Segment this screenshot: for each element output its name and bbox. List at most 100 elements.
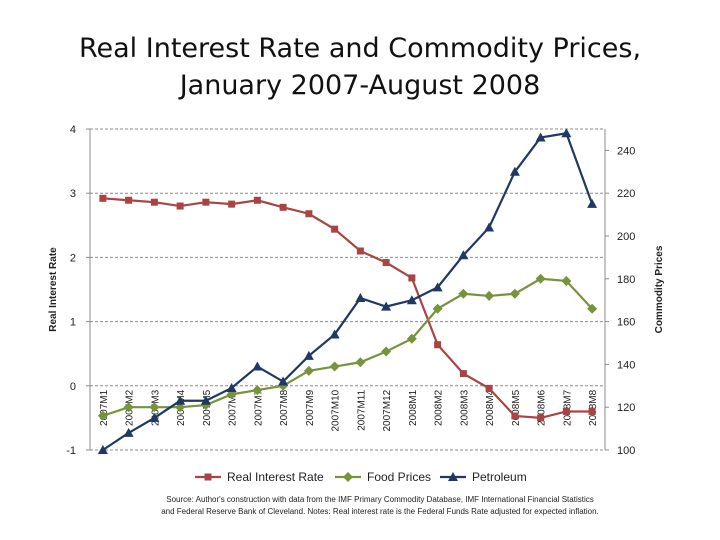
data-point [485, 384, 493, 392]
data-point [484, 222, 495, 232]
data-point [587, 198, 598, 208]
x-tick-label: 2008M5 [511, 389, 522, 426]
legend-item: Petroleum [440, 470, 527, 484]
data-point [252, 361, 263, 371]
legend-item: Real Interest Rate [195, 470, 324, 484]
legend-label: Food Prices [367, 470, 431, 484]
data-point [535, 132, 546, 142]
data-point [200, 395, 211, 405]
source-note: Source: Author's construction with data … [60, 494, 700, 518]
y-axis-title: Real Interest Rate [48, 247, 59, 332]
y2-tick-label: 180 [617, 274, 635, 286]
chart-title-line2: January 2007-August 2008 [179, 70, 541, 101]
series-real-interest-rate [99, 194, 596, 422]
data-point [97, 410, 108, 421]
legend-label: Petroleum [472, 470, 527, 484]
data-point [149, 402, 160, 413]
data-point [587, 303, 598, 314]
series-line [102, 197, 593, 420]
y-tick-label: 0 [70, 381, 76, 393]
data-point [303, 350, 314, 360]
legend-item: Food Prices [335, 470, 431, 484]
data-point [279, 203, 287, 211]
x-tick-label: 2007M6 [228, 389, 239, 426]
data-point [448, 472, 458, 481]
x-tick-label: 2007M1 [99, 389, 110, 426]
data-point [484, 290, 495, 301]
x-tick-label: 2008M8 [588, 389, 599, 426]
data-point [509, 288, 520, 299]
data-point [97, 445, 108, 454]
data-point [406, 333, 417, 344]
source-note-line1: Source: Author's construction with data … [166, 495, 594, 504]
data-point [434, 341, 442, 349]
data-point [535, 273, 546, 284]
data-point [537, 414, 545, 422]
data-point [458, 288, 469, 299]
data-point [408, 274, 416, 282]
x-tick-label: 2008M6 [537, 389, 548, 426]
data-point [150, 198, 158, 206]
y-tick-label: 3 [70, 188, 76, 200]
data-point [125, 196, 133, 204]
data-point [355, 357, 366, 368]
data-point [123, 427, 134, 437]
source-note-line2: and Federal Reserve Bank of Cleveland. N… [161, 507, 599, 516]
data-point [123, 402, 134, 413]
data-point [303, 365, 314, 376]
y2-tick-label: 160 [617, 317, 635, 329]
x-tick-label: 2008M2 [434, 389, 445, 426]
x-tick-label: 2007M10 [331, 389, 342, 431]
series-food-prices [97, 273, 598, 421]
data-point [432, 303, 443, 314]
data-point [329, 329, 340, 339]
y-tick-label: 4 [70, 124, 76, 136]
y2-tick-label: 220 [617, 188, 635, 200]
y-tick-label: 2 [70, 252, 76, 264]
data-point [228, 200, 236, 208]
x-tick-label: 2007M8 [279, 389, 290, 426]
data-point [356, 247, 364, 255]
data-point [176, 202, 184, 210]
data-point [355, 293, 366, 303]
data-point [459, 370, 467, 378]
data-point [204, 473, 212, 481]
data-point [329, 361, 340, 372]
chart-title-line1: Real Interest Rate and Commodity Prices, [78, 33, 642, 64]
data-point [432, 282, 443, 292]
data-point [562, 407, 570, 415]
data-point [253, 196, 261, 204]
data-point [331, 225, 339, 233]
chart-title: Real Interest Rate and Commodity Prices,… [0, 30, 720, 104]
y2-tick-label: 120 [617, 402, 635, 414]
data-point [382, 259, 390, 267]
data-point [343, 472, 353, 482]
y2-axis-title: Commodity Prices [654, 245, 665, 333]
data-point [305, 210, 313, 218]
data-point [381, 301, 392, 311]
data-point [458, 250, 469, 260]
y2-tick-label: 100 [617, 445, 635, 457]
x-tick-label: 2007M11 [356, 389, 367, 430]
data-point [561, 275, 572, 286]
series-petroleum [97, 128, 598, 454]
series-line [102, 132, 594, 451]
x-tick-label: 2008M1 [408, 389, 419, 426]
data-point [202, 198, 210, 206]
data-point [99, 194, 107, 202]
data-point [406, 295, 417, 305]
data-point [588, 407, 596, 415]
x-tick-label: 2008M3 [459, 389, 470, 426]
data-point [509, 166, 520, 176]
y2-tick-label: 240 [617, 145, 635, 157]
x-tick-label: 2007M9 [305, 389, 316, 426]
x-tick-label: 2007M12 [382, 389, 393, 431]
y-tick-label: 1 [70, 317, 76, 329]
y2-tick-label: 200 [617, 231, 635, 243]
x-tick-label: 2007M7 [253, 389, 264, 426]
y2-tick-label: 140 [617, 359, 635, 371]
y-tick-label: -1 [66, 445, 76, 457]
data-point [226, 382, 237, 392]
data-point [381, 346, 392, 357]
